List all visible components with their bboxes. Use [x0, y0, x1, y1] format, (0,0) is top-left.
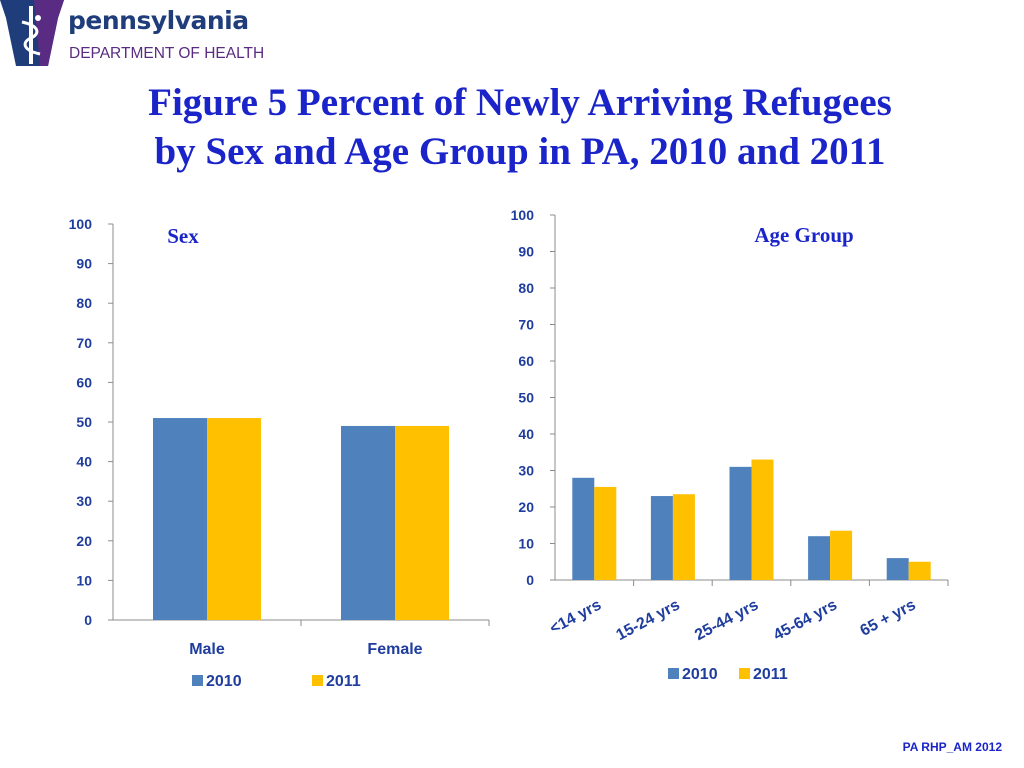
bar-2011-female: [395, 425, 449, 620]
y-tick-label: 100: [69, 216, 93, 232]
y-tick-label: 10: [76, 572, 92, 588]
chart-title: Age Group: [754, 223, 853, 247]
y-tick-label: 60: [76, 374, 92, 390]
page-title: Figure 5 Percent of Newly Arriving Refug…: [60, 78, 980, 176]
y-tick-label: 0: [526, 572, 534, 588]
legend-swatch-2011: [739, 668, 750, 679]
y-tick-label: 80: [518, 280, 534, 296]
legend-swatch-2010: [192, 675, 203, 686]
legend-label-2011: 2011: [753, 666, 788, 683]
bar-2010-female: [341, 425, 395, 620]
bar-2011-14-yrs: [594, 486, 617, 580]
footer-credit: PA RHP_AM 2012: [902, 740, 1002, 754]
bar-2010-65-yrs: [886, 558, 909, 580]
legend-label-2010: 2010: [206, 673, 242, 690]
y-tick-label: 30: [518, 463, 534, 479]
y-tick-label: 20: [76, 533, 92, 549]
x-category-label: 65 + yrs: [858, 596, 919, 639]
chart-title: Sex: [167, 224, 199, 248]
bar-2011-15-24-yrs: [672, 494, 695, 580]
pa-health-logo: pennsylvania DEPARTMENT OF HEALTH: [0, 0, 300, 72]
legend-swatch-2010: [668, 668, 679, 679]
x-category-label: Female: [367, 641, 422, 658]
bar-2010-45-64-yrs: [808, 536, 831, 580]
legend-swatch-2011: [312, 675, 323, 686]
keystone-logo-icon: [0, 0, 64, 66]
bar-2010-15-24-yrs: [650, 496, 673, 580]
y-tick-label: 90: [76, 256, 92, 272]
x-category-label: <14 yrs: [547, 596, 604, 637]
x-category-label: 15-24 yrs: [614, 596, 683, 644]
y-tick-label: 90: [518, 244, 534, 260]
y-tick-label: 60: [518, 353, 534, 369]
bar-2010-14-yrs: [572, 477, 595, 580]
bar-2010-25-44-yrs: [729, 466, 752, 580]
x-category-label: 45-64 yrs: [771, 596, 840, 644]
y-tick-label: 70: [76, 335, 92, 351]
bar-2011-45-64-yrs: [830, 530, 853, 580]
y-tick-label: 40: [76, 454, 92, 470]
bar-2011-male: [207, 418, 261, 620]
title-line-1: Figure 5 Percent of Newly Arriving Refug…: [148, 81, 892, 124]
legend-label-2010: 2010: [682, 666, 718, 683]
y-tick-label: 30: [76, 493, 92, 509]
y-tick-label: 0: [84, 612, 92, 628]
x-category-label: Male: [189, 641, 225, 658]
bar-2011-65-yrs: [908, 561, 931, 580]
y-tick-label: 40: [518, 426, 534, 442]
y-tick-label: 50: [76, 414, 92, 430]
bar-2010-male: [153, 418, 207, 620]
y-tick-label: 50: [518, 390, 534, 406]
bar-2011-25-44-yrs: [751, 459, 774, 580]
legend-label-2011: 2011: [326, 673, 361, 690]
title-line-2: by Sex and Age Group in PA, 2010 and 201…: [154, 130, 886, 173]
y-tick-label: 70: [518, 317, 534, 333]
logo-department: DEPARTMENT OF HEALTH: [69, 45, 265, 62]
y-tick-label: 20: [518, 499, 534, 515]
logo-name: pennsylvania: [68, 6, 249, 35]
y-tick-label: 10: [518, 536, 534, 552]
x-category-label: 25-44 yrs: [692, 596, 761, 644]
y-tick-label: 100: [511, 207, 535, 223]
y-tick-label: 80: [76, 295, 92, 311]
